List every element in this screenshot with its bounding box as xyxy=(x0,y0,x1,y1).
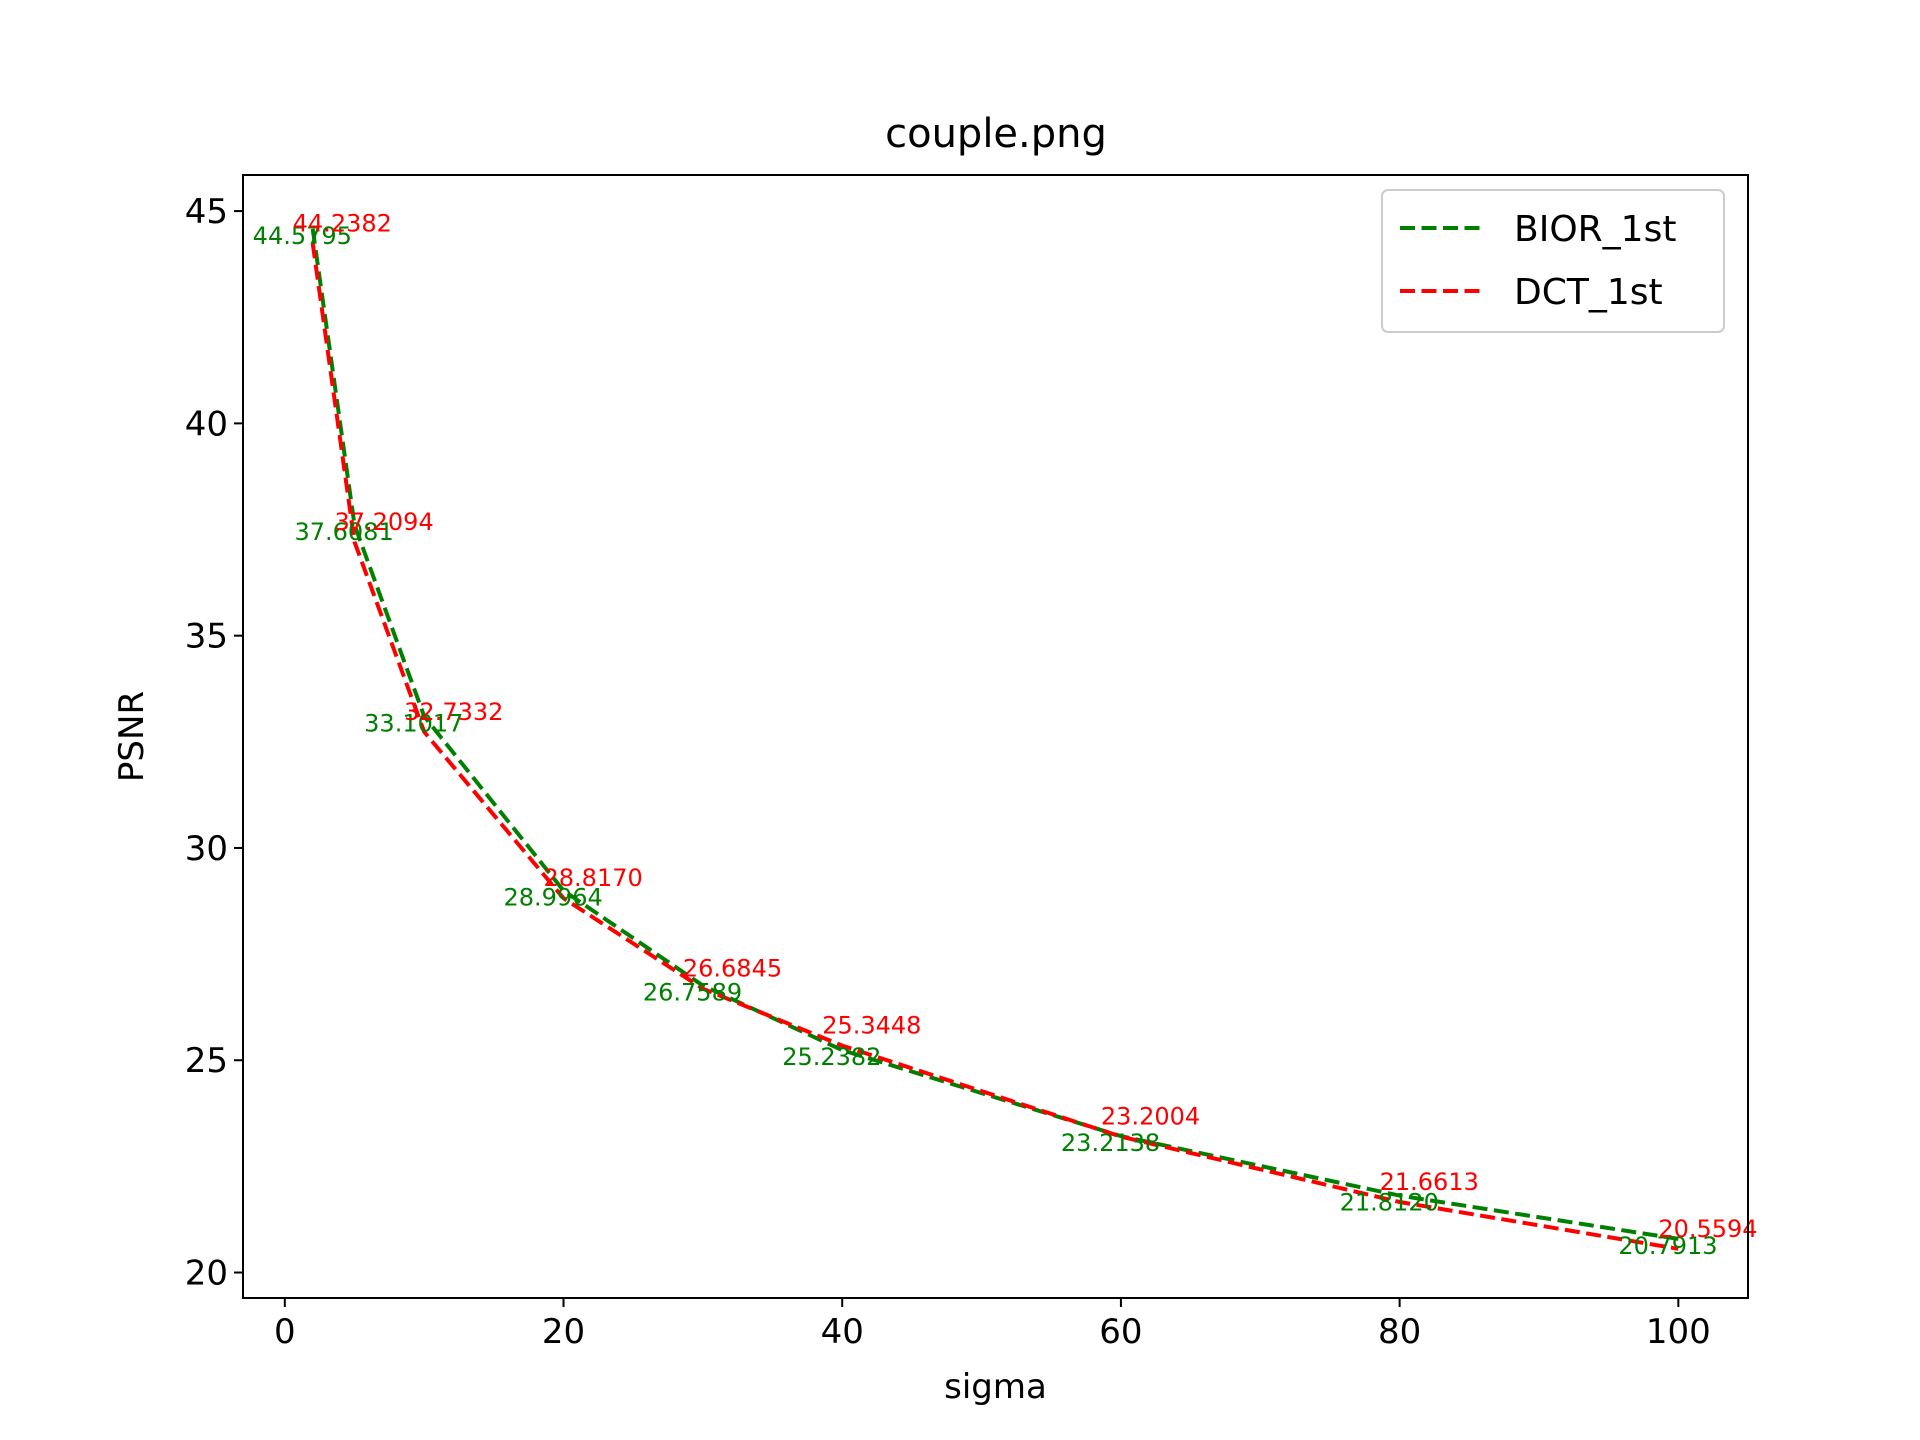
y-axis: 20 25 30 35 40 45 xyxy=(185,192,243,1294)
data-label-layer: 44.5795 37.6081 33.1017 28.9964 26.7589 25.23… xyxy=(253,209,1758,1259)
x-tick-label: 100 xyxy=(1646,1312,1711,1352)
legend: BIOR_1st DCT_1st xyxy=(1381,189,1725,333)
y-tick-label: 30 xyxy=(185,829,228,869)
chart-title: couple.png xyxy=(885,111,1107,157)
legend-box xyxy=(1381,189,1725,333)
series-line-dct-1st xyxy=(310,243,1679,1251)
x-tick-label: 0 xyxy=(274,1312,296,1352)
data-label: 23.2138 xyxy=(1061,1129,1160,1157)
data-label: 44.2382 xyxy=(293,209,392,237)
y-tick-label: 35 xyxy=(185,617,228,657)
data-label: 32.7332 xyxy=(404,698,503,726)
y-tick-label: 40 xyxy=(185,404,228,444)
series-layer xyxy=(310,228,1679,1251)
data-label: 37.2094 xyxy=(334,508,433,536)
x-tick-label: 20 xyxy=(542,1312,585,1352)
x-tick-label: 60 xyxy=(1099,1312,1142,1352)
data-label: 37.6081 xyxy=(294,518,393,546)
y-tick-label: 25 xyxy=(185,1041,228,1081)
series-line-bior-1st xyxy=(310,228,1679,1241)
data-label: 20.5594 xyxy=(1658,1215,1757,1243)
legend-entry-label: BIOR_1st xyxy=(1514,209,1676,250)
data-label: 25.2382 xyxy=(782,1043,881,1071)
data-label: 23.2004 xyxy=(1101,1103,1200,1131)
data-label: 28.9964 xyxy=(504,884,603,912)
data-label: 26.7589 xyxy=(643,979,742,1007)
data-label: 21.6613 xyxy=(1380,1168,1479,1196)
data-label: 25.3448 xyxy=(822,1012,921,1040)
data-label: 33.1017 xyxy=(364,709,463,737)
data-label: 26.6845 xyxy=(683,955,782,983)
plot-frame xyxy=(242,174,1749,1299)
x-tick-label: 80 xyxy=(1378,1312,1421,1352)
data-label: 20.7913 xyxy=(1618,1232,1717,1260)
data-label: 44.5795 xyxy=(253,222,352,250)
data-label: 21.8120 xyxy=(1340,1189,1439,1217)
x-tick-label: 40 xyxy=(821,1312,864,1352)
y-axis-label: PSNR xyxy=(112,691,152,782)
data-label: 28.8170 xyxy=(544,864,643,892)
legend-entry-label: DCT_1st xyxy=(1514,272,1663,313)
y-tick-label: 45 xyxy=(185,192,228,232)
x-axis: 0 20 40 60 80 100 xyxy=(274,1298,1711,1352)
x-axis-label: sigma xyxy=(944,1367,1047,1407)
y-tick-label: 20 xyxy=(185,1254,228,1294)
